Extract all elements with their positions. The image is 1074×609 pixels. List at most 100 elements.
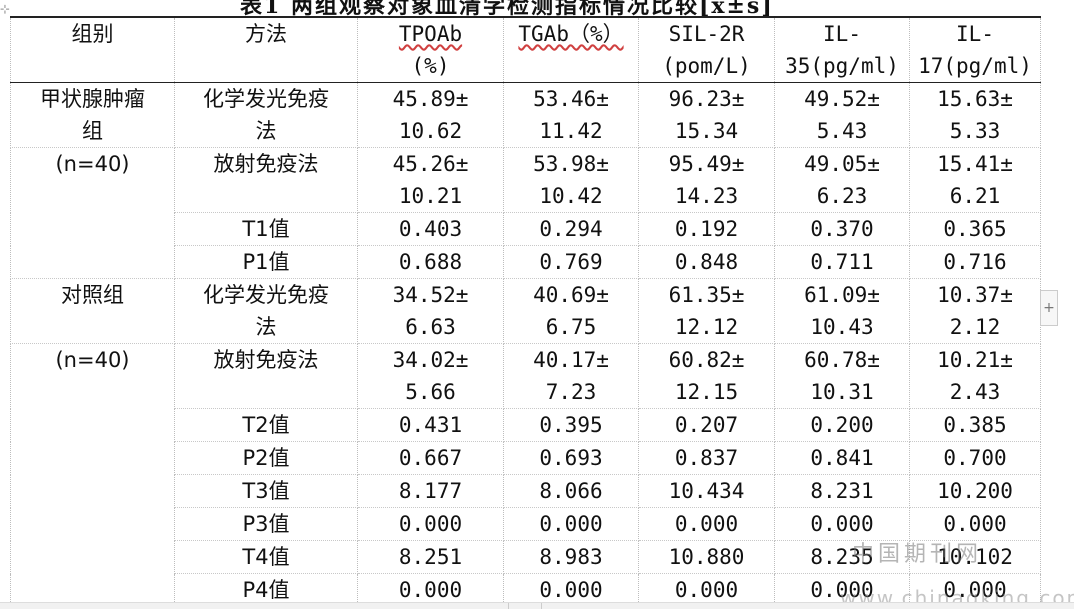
group-name-cell: 甲状腺肿瘤 组: [10, 82, 175, 148]
header-tpoab: TPOAb (%): [357, 16, 504, 83]
table-row: P3值 0.000 0.000 0.000 0.000 0.000: [10, 507, 1041, 541]
stat-label: T2值: [174, 408, 358, 442]
stat-value: 8.235: [774, 540, 910, 574]
value-cell: 96.23± 15.34: [638, 82, 775, 148]
method-name: 化学发光免疫: [203, 283, 329, 307]
group-name-cell: 对照组: [10, 278, 175, 344]
stat-value: 10.200: [909, 474, 1041, 508]
method-cell: 放射免疫法: [174, 147, 358, 213]
stat-value: 0.370: [774, 212, 910, 246]
value-cell: 61.09± 10.43: [774, 278, 910, 344]
group-n-cell: (n=40): [10, 147, 175, 213]
stat-value: 0.693: [503, 441, 639, 475]
value-cell: 34.02± 5.66: [357, 343, 504, 409]
value-cell: 95.49± 14.23: [638, 147, 775, 213]
header-tpoab-label: TPOAb: [398, 22, 463, 46]
method-name: 放射免疫法: [213, 348, 319, 372]
stat-label: T1值: [174, 212, 358, 246]
value-cell: 61.35± 12.12: [638, 278, 775, 344]
stat-value: 0.200: [774, 408, 910, 442]
value-cell: 15.41± 6.21: [909, 147, 1041, 213]
stat-label: T3值: [174, 474, 358, 508]
header-il35: IL- 35(pg/ml): [774, 16, 910, 83]
table-title: 表1 两组观察对象血清学检测指标情况比较[x±s]: [240, 0, 774, 19]
empty-cell: [10, 212, 175, 246]
stat-label: P3值: [174, 507, 358, 541]
stat-value: 0.192: [638, 212, 775, 246]
stat-value: 0.365: [909, 212, 1041, 246]
stat-value: 0.716: [909, 245, 1041, 279]
scroll-thumb[interactable]: [508, 603, 542, 609]
table-row: P1值 0.688 0.769 0.848 0.711 0.716: [10, 245, 1041, 279]
stat-label: T4值: [174, 540, 358, 574]
stat-value: 8.231: [774, 474, 910, 508]
stat-value: 0.000: [774, 507, 910, 541]
table-row: P2值 0.667 0.693 0.837 0.841 0.700: [10, 441, 1041, 475]
stat-value: 0.848: [638, 245, 775, 279]
empty-cell: [10, 540, 175, 574]
empty-cell: [10, 441, 175, 475]
value-cell: 60.82± 12.15: [638, 343, 775, 409]
value-cell: 45.89± 10.62: [357, 82, 504, 148]
group-n-cell: (n=40): [10, 343, 175, 409]
stat-value: 10.102: [909, 540, 1041, 574]
header-il17: IL- 17(pg/ml): [909, 16, 1041, 83]
stat-value: 0.294: [503, 212, 639, 246]
stat-value: 0.403: [357, 212, 504, 246]
header-il35-unit: 35(pg/ml): [785, 54, 899, 78]
value-cell: 40.69± 6.75: [503, 278, 639, 344]
header-method-label: 方法: [245, 22, 287, 46]
value-cell: 49.05± 6.23: [774, 147, 910, 213]
method-name-cont: 法: [255, 315, 277, 339]
stat-value: 0.841: [774, 441, 910, 475]
table-row: 对照组 化学发光免疫 法 34.52± 6.63 40.69± 6.75 61.35…: [10, 278, 1041, 344]
value-cell: 45.26± 10.21: [357, 147, 504, 213]
empty-cell: [10, 245, 175, 279]
value-cell: 40.17± 7.23: [503, 343, 639, 409]
group-n: (n=40): [55, 152, 130, 176]
empty-cell: [10, 474, 175, 508]
stat-value: 0.000: [357, 507, 504, 541]
header-sil2r-unit: (pom/L): [662, 54, 751, 78]
stat-value: 0.385: [909, 408, 1041, 442]
bottom-scroll-area[interactable]: [0, 602, 1074, 609]
header-il17-unit: 17(pg/ml): [918, 54, 1032, 78]
header-tgab: TGAb（%）: [503, 16, 639, 83]
value-cell: 10.21± 2.43: [909, 343, 1041, 409]
stat-value: 0.700: [909, 441, 1041, 475]
table-move-handle[interactable]: ⊹: [0, 2, 11, 16]
stat-value: 0.711: [774, 245, 910, 279]
group-name: 对照组: [61, 283, 124, 307]
value-cell: 10.37± 2.12: [909, 278, 1041, 344]
stat-value: 8.983: [503, 540, 639, 574]
method-cell: 放射免疫法: [174, 343, 358, 409]
table-row: (n=40) 放射免疫法 45.26± 10.21 53.98± 10.42 95.…: [10, 147, 1041, 213]
table-row: T2值 0.431 0.395 0.207 0.200 0.385: [10, 408, 1041, 442]
value-cell: 53.46± 11.42: [503, 82, 639, 148]
header-tgab-label: TGAb（%）: [518, 22, 624, 46]
group-name-cont: 组: [82, 119, 103, 143]
header-group: 组别: [10, 16, 175, 83]
stat-value: 0.688: [357, 245, 504, 279]
header-sil2r-label: SIL-2R: [668, 22, 745, 46]
value-cell: 49.52± 5.43: [774, 82, 910, 148]
stat-value: 0.000: [638, 507, 775, 541]
header-group-label: 组别: [71, 22, 114, 46]
method-cell: 化学发光免疫 法: [174, 278, 358, 344]
table-row: T3值 8.177 8.066 10.434 8.231 10.200: [10, 474, 1041, 508]
stat-value: 8.066: [503, 474, 639, 508]
table-row: 甲状腺肿瘤 组 化学发光免疫 法 45.89± 10.62 53.46± 11.42…: [10, 82, 1041, 148]
data-table: 组别 方法 TPOAb (%) TGAb（%） SIL-2R (pom/L) I…: [10, 16, 1041, 608]
value-cell: 15.63± 5.33: [909, 82, 1041, 148]
method-cell: 化学发光免疫 法: [174, 82, 358, 148]
watermark-text: 中国期刊网: [852, 542, 983, 567]
method-name: 放射免疫法: [213, 152, 319, 176]
stat-value: 0.769: [503, 245, 639, 279]
stat-value: 0.431: [357, 408, 504, 442]
empty-cell: [10, 408, 175, 442]
group-n: (n=40): [55, 348, 130, 372]
header-row: 组别 方法 TPOAb (%) TGAb（%） SIL-2R (pom/L) I…: [10, 16, 1041, 83]
stat-label: P1值: [174, 245, 358, 279]
stat-value: 0.000: [909, 507, 1041, 541]
add-column-handle[interactable]: +: [1040, 290, 1058, 326]
